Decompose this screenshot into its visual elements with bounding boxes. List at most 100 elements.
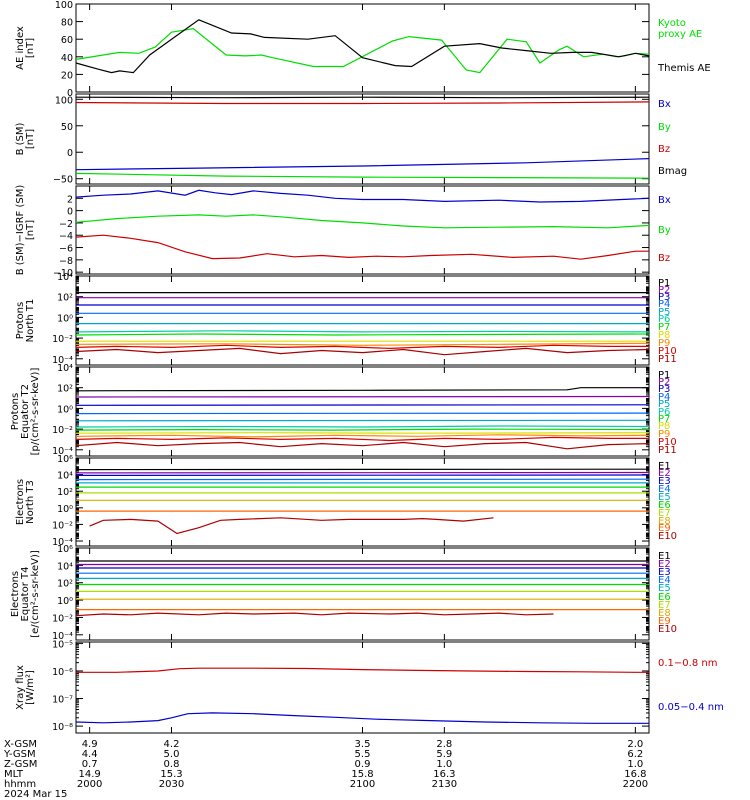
legend-label: E5 [658,583,671,594]
legend-label: P4 [658,299,670,310]
legend-label: P2 [658,285,670,296]
legend-label: Bx [658,99,671,110]
ytick-label: 10⁻⁴ [52,631,73,642]
series-line-e_north-9 [89,517,494,535]
ylabel: [e/(cm²-s-sr-keV)] [30,550,41,638]
ytick-label: 2 [67,194,73,205]
series-line-p_equator-0 [75,387,649,392]
ylabel: [nT] [25,129,36,149]
legend-label: P9 [658,338,670,349]
legend-label: Bx [658,195,671,206]
series-line-xray-0 [76,667,649,673]
legend-label: By [658,122,671,133]
ytick-label: 10⁴ [57,561,73,572]
ephemeris-row-label: X-GSM [4,739,37,750]
series-line-bsmigrf-0 [75,189,650,203]
ephemeris-value: 2100 [350,779,375,790]
legend-label: E7 [658,600,671,611]
ytick-label: 100 [55,95,73,106]
legend-label: P11 [658,445,677,456]
ytick-label: 10⁻⁷ [52,695,73,706]
ephemeris-value: 2030 [159,779,184,790]
panel-frame-e_equator [75,547,650,641]
ephemeris-value: 0.8 [164,759,180,770]
legend-label: E3 [658,476,671,487]
series-line-p_equator-9 [75,436,649,442]
legend-label: E10 [658,531,677,542]
ylabel: North T3 [25,480,36,524]
legend-label: P4 [658,392,670,403]
ylabel: North T1 [25,299,36,343]
legend-label: P6 [658,407,670,418]
series-line-xray-1 [75,712,649,724]
series-line-p_equator-8 [75,434,650,438]
legend-label: P1 [658,370,670,381]
ylabel: Electrons [15,479,26,525]
ephemeris-value: 1.0 [436,759,452,770]
ephemeris-value: 4.4 [82,749,98,760]
ytick-label: −2 [59,219,73,230]
legend-label: E5 [658,492,671,503]
series-line-p_north-6 [75,333,650,336]
legend-label: P7 [658,414,670,425]
ytick-label: 20 [61,70,73,81]
legend-label: P8 [658,330,670,341]
ytick-label: 100 [55,0,73,11]
ephemeris-row-label: Y-GSM [3,749,36,760]
ephemeris-row-label: MLT [4,769,24,780]
ytick-label: 80 [61,18,73,29]
legend-label: Themis AE [657,63,711,74]
legend-label: By [658,225,671,236]
legend-label: E4 [658,575,671,586]
ylabel: B (SM) [15,122,26,155]
ytick-label: 0 [67,88,73,99]
legend-label: E6 [658,500,671,511]
ytick-label: 0 [67,148,73,159]
ephemeris-value: 15.8 [351,769,373,780]
ytick-label: −8 [59,256,73,267]
ephemeris-value: 6.2 [627,749,643,760]
ytick-label: 10⁰ [57,404,73,415]
series-line-bsm-1 [75,172,650,179]
ephemeris-value: 16.8 [624,769,646,780]
ephemeris-value: 1.0 [627,759,643,770]
ephemeris-value: 5.9 [436,749,452,760]
ytick-label: 10⁴ [57,272,73,283]
ephemeris-value: 16.3 [433,769,455,780]
ylabel: Protons [15,302,26,339]
series-line-p_north-8 [75,342,650,346]
panel-frame-bsm [75,93,650,185]
ytick-label: 10⁻⁵ [52,639,73,650]
legend-label: P11 [658,354,677,365]
ytick-label: 10² [57,487,73,498]
ytick-label: 10⁻⁴ [52,446,73,457]
legend-label: E3 [658,567,671,578]
ylabel: Electrons [10,571,21,617]
series-line-p_equator-1 [75,395,650,398]
legend-label: P10 [658,346,677,357]
legend-label: E8 [658,516,671,527]
series-line-e_equator-9 [75,612,554,617]
ytick-label: 10⁻⁴ [52,355,73,366]
ytick-label: 0 [67,207,73,218]
ytick-label: 10⁻⁶ [52,667,73,678]
legend-label: P10 [658,437,677,448]
series-line-p_north-10 [75,347,650,356]
ylabel: B (SM)−IGRF (SM) [15,185,26,276]
ytick-label: 10⁻² [52,520,73,531]
legend-label: P3 [658,292,670,303]
ytick-label: 10⁰ [57,504,73,515]
series-line-p_equator-6 [75,428,650,431]
series-line-bsmigrf-2 [75,234,649,260]
ylabel: [W/m²] [25,670,36,705]
ephemeris-value: 2200 [623,779,648,790]
ylabel: Protons [10,393,21,430]
ylabel: AE index [15,26,26,70]
legend-label: P2 [658,377,670,388]
ytick-label: 10⁴ [57,363,73,374]
legend-label: P9 [658,429,670,440]
legend-label: Bz [658,253,670,264]
ytick-label: 10² [57,579,73,590]
series-line-ae-1 [75,19,650,74]
ephemeris-value: 4.2 [164,739,180,750]
